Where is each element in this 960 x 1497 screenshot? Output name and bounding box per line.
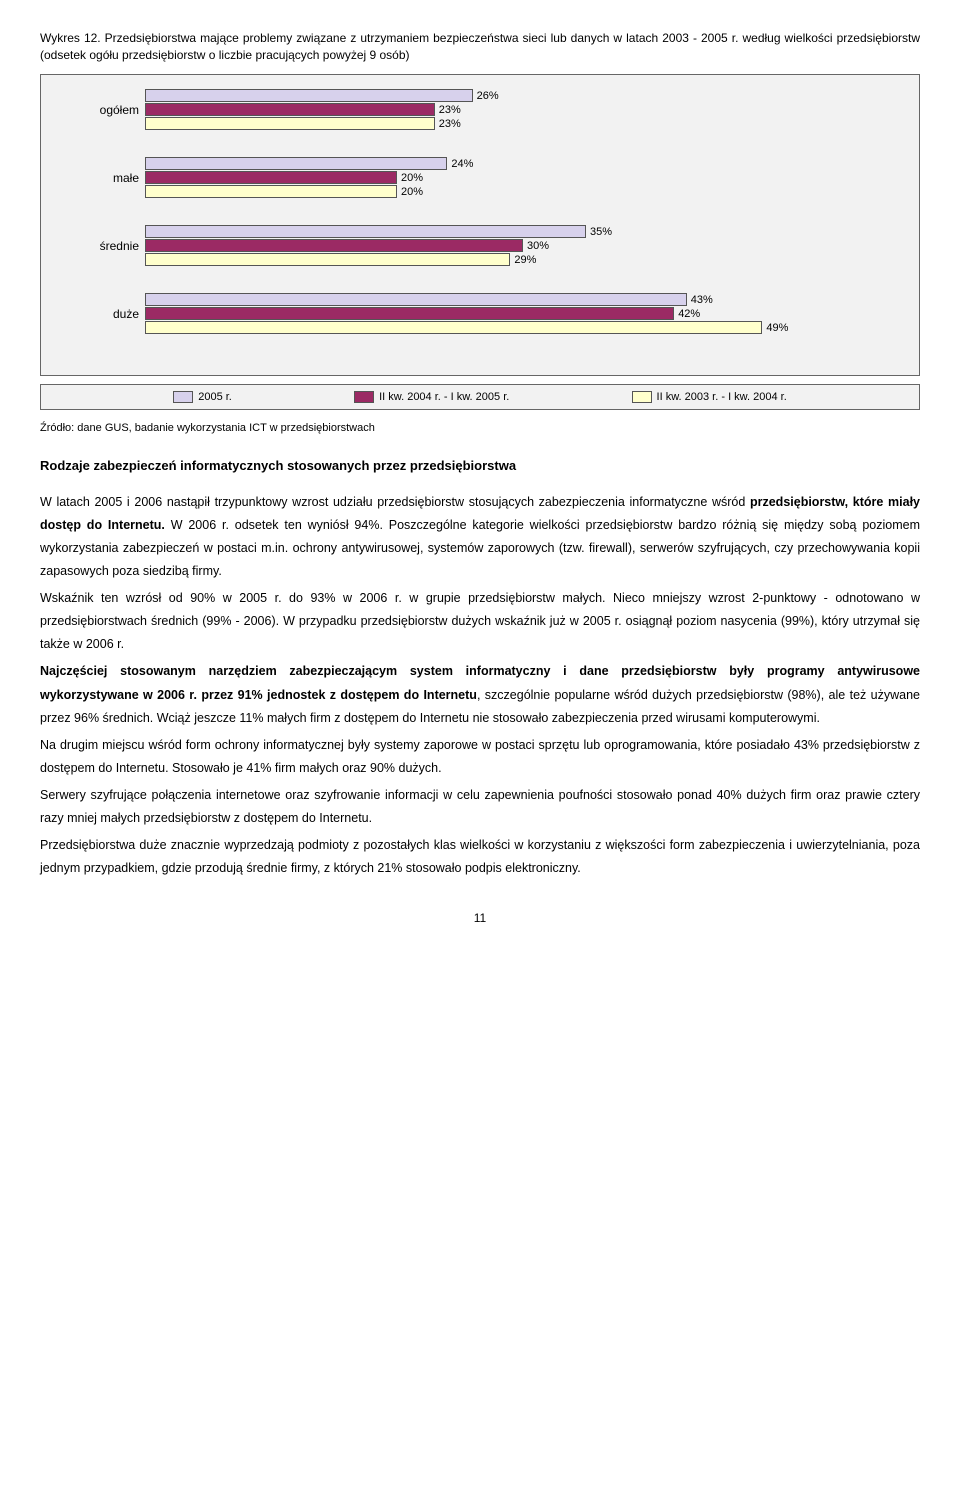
bar-value-label: 30% bbox=[527, 240, 549, 252]
category-label: ogółem bbox=[59, 103, 145, 117]
chart-category: ogółem 26% 23% 23% bbox=[59, 89, 901, 131]
category-label: średnie bbox=[59, 239, 145, 253]
paragraph: Przedsiębiorstwa duże znacznie wyprzedza… bbox=[40, 834, 920, 880]
bar bbox=[145, 185, 397, 198]
bar-value-label: 26% bbox=[477, 90, 499, 102]
legend-item: II kw. 2004 r. - I kw. 2005 r. bbox=[354, 391, 509, 403]
legend-swatch bbox=[354, 391, 374, 403]
legend-item: 2005 r. bbox=[173, 391, 232, 403]
chart-title: Wykres 12. Przedsiębiorstwa mające probl… bbox=[40, 30, 920, 64]
bar-value-label: 23% bbox=[439, 104, 461, 116]
page-number: 11 bbox=[40, 911, 920, 925]
paragraph: Na drugim miejscu wśród form ochrony inf… bbox=[40, 734, 920, 780]
legend-label: II kw. 2003 r. - I kw. 2004 r. bbox=[657, 391, 787, 403]
bar bbox=[145, 157, 447, 170]
chart-area: ogółem 26% 23% 23% małe 24% 20% 20% średnie 35% 30… bbox=[59, 89, 901, 335]
legend-item: II kw. 2003 r. - I kw. 2004 r. bbox=[632, 391, 787, 403]
bar-group: 26% 23% 23% bbox=[145, 89, 901, 131]
bar bbox=[145, 117, 435, 130]
bar bbox=[145, 321, 762, 334]
bar-group: 43% 42% 49% bbox=[145, 293, 901, 335]
bar bbox=[145, 225, 586, 238]
bar bbox=[145, 253, 510, 266]
paragraph: Najczęściej stosowanym narzędziem zabezp… bbox=[40, 660, 920, 729]
bar-value-label: 20% bbox=[401, 186, 423, 198]
bar-group: 35% 30% 29% bbox=[145, 225, 901, 267]
paragraph: Serwery szyfrujące połączenia internetow… bbox=[40, 784, 920, 830]
bar bbox=[145, 103, 435, 116]
chart-category: duże 43% 42% 49% bbox=[59, 293, 901, 335]
chart-source: Źródło: dane GUS, badanie wykorzystania … bbox=[40, 422, 920, 434]
bar-value-label: 23% bbox=[439, 118, 461, 130]
legend-label: 2005 r. bbox=[198, 391, 232, 403]
bar-value-label: 35% bbox=[590, 226, 612, 238]
bar-group: 24% 20% 20% bbox=[145, 157, 901, 199]
body-text: W latach 2005 i 2006 nastąpił trzypunkto… bbox=[40, 491, 920, 881]
bar-value-label: 42% bbox=[678, 308, 700, 320]
bar-value-label: 49% bbox=[766, 322, 788, 334]
bar-value-label: 20% bbox=[401, 172, 423, 184]
section-heading: Rodzaje zabezpieczeń informatycznych sto… bbox=[40, 458, 920, 473]
bar bbox=[145, 171, 397, 184]
bar bbox=[145, 293, 687, 306]
paragraph: W latach 2005 i 2006 nastąpił trzypunkto… bbox=[40, 491, 920, 584]
bar-value-label: 24% bbox=[451, 158, 473, 170]
category-label: małe bbox=[59, 171, 145, 185]
bar bbox=[145, 89, 473, 102]
chart-category: małe 24% 20% 20% bbox=[59, 157, 901, 199]
bar bbox=[145, 239, 523, 252]
bar bbox=[145, 307, 674, 320]
legend-swatch bbox=[173, 391, 193, 403]
legend-label: II kw. 2004 r. - I kw. 2005 r. bbox=[379, 391, 509, 403]
chart-category: średnie 35% 30% 29% bbox=[59, 225, 901, 267]
bar-value-label: 29% bbox=[514, 254, 536, 266]
legend-swatch bbox=[632, 391, 652, 403]
bar-value-label: 43% bbox=[691, 294, 713, 306]
category-label: duże bbox=[59, 307, 145, 321]
paragraph: Wskaźnik ten wzrósł od 90% w 2005 r. do … bbox=[40, 587, 920, 656]
chart-box: ogółem 26% 23% 23% małe 24% 20% 20% średnie 35% 30… bbox=[40, 74, 920, 376]
chart-legend: 2005 r. II kw. 2004 r. - I kw. 2005 r. II … bbox=[40, 384, 920, 410]
